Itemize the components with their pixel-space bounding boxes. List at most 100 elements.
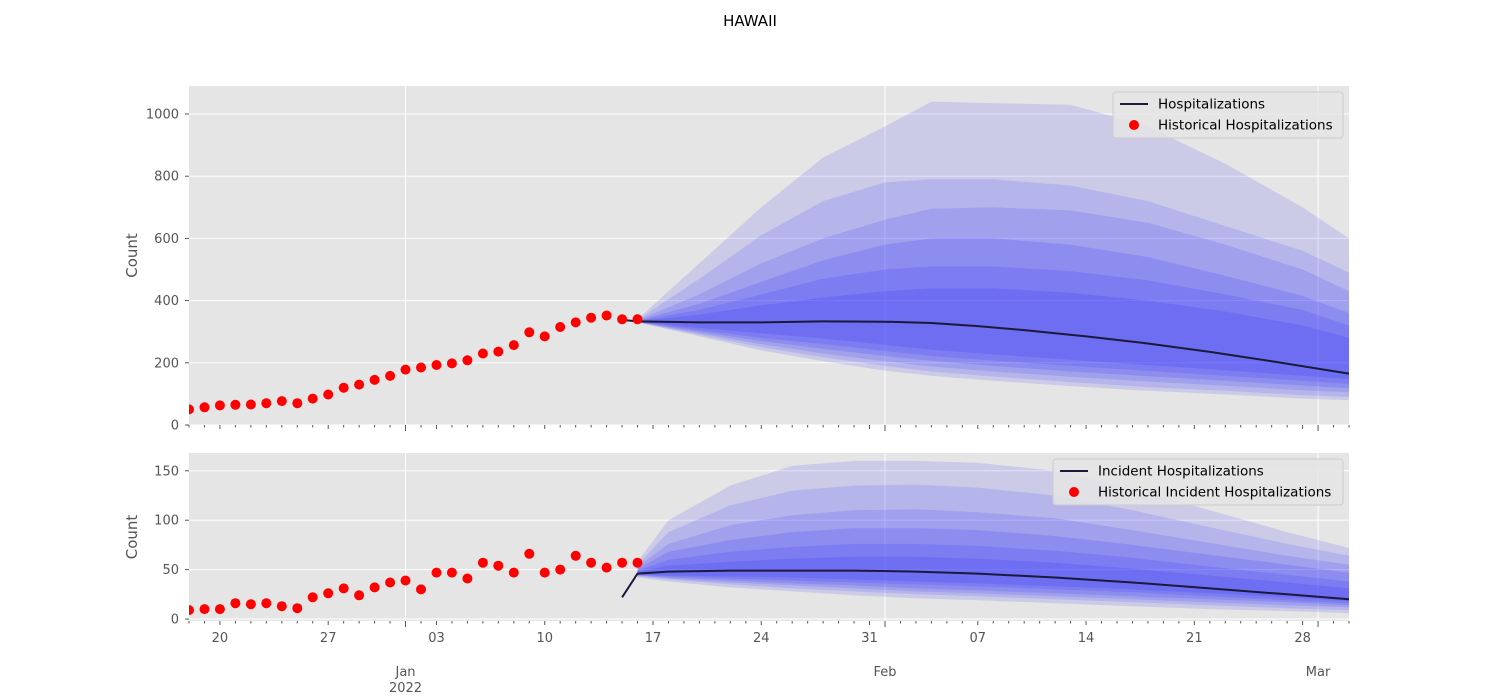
historical-point [400, 364, 411, 375]
legend-label: Incident Hospitalizations [1098, 464, 1264, 480]
historical-point [524, 327, 535, 338]
historical-point [354, 379, 365, 390]
historical-point [477, 557, 488, 568]
legend-label: Historical Hospitalizations [1158, 118, 1333, 134]
median-line [621, 569, 1349, 601]
historical-point [276, 396, 287, 407]
historical-point [431, 360, 442, 370]
historical-point [555, 322, 566, 332]
x-tick-label: 03 [428, 631, 445, 646]
uncertainty-band-6 [637, 288, 1349, 380]
historical-point [539, 331, 550, 342]
historical-point [524, 548, 535, 559]
x-tick-label: 21 [1186, 631, 1203, 646]
historical-point [276, 601, 287, 612]
uncertainty-band-2 [637, 179, 1349, 397]
panel-hospitalizations: 0 200 400 600 800 1000 Count Hospitalizations Hi… [123, 86, 1350, 434]
historical-point [307, 393, 318, 404]
historical-point [245, 399, 256, 410]
legend-label: Hospitalizations [1158, 97, 1265, 113]
y-axis-label: Count [123, 515, 141, 560]
y-tick-label: 800 [154, 170, 179, 185]
uncertainty-band-5 [637, 266, 1349, 384]
historical-point [617, 557, 628, 568]
legend-marker-swatch [1129, 120, 1139, 130]
uncertainty-band-1 [637, 460, 1349, 614]
historical-point [385, 370, 396, 381]
historical-point [617, 314, 628, 325]
historical-point [292, 603, 303, 614]
historical-point [570, 317, 581, 328]
historical-point [570, 550, 581, 561]
historical-point [493, 560, 504, 571]
x-tick-label: 24 [753, 631, 770, 646]
x-month-label: Feb [873, 665, 896, 680]
y-tick-label: 400 [154, 294, 179, 309]
historical-point [261, 598, 272, 609]
plot-area-top [189, 86, 1349, 425]
data-layer [189, 460, 1349, 616]
figure-title: HAWAII [723, 12, 777, 30]
historical-point [508, 340, 519, 351]
historical-point [586, 557, 597, 568]
historical-point [354, 590, 365, 601]
historical-point [245, 599, 256, 610]
historical-point [338, 382, 349, 393]
historical-point [323, 588, 334, 599]
legend: Incident Hospitalizations Historical Inci… [1052, 458, 1344, 506]
historical-point [230, 598, 241, 609]
historical-point [307, 592, 318, 603]
y-tick-label: 600 [154, 232, 179, 247]
historical-point [462, 573, 473, 584]
historical-point [385, 577, 396, 588]
historical-point [601, 310, 612, 321]
historical-point [189, 605, 194, 616]
historical-point [230, 399, 241, 410]
y-tick-label: 150 [154, 464, 179, 479]
historical-point [214, 400, 225, 411]
historical-point [199, 604, 210, 615]
x-tick-label: 17 [645, 631, 662, 646]
x-tick-label: 31 [861, 631, 878, 646]
historical-point [261, 398, 272, 409]
historical-point [369, 374, 380, 385]
historical-point [462, 355, 473, 366]
median-line [622, 318, 1349, 375]
legend-label: Historical Incident Hospitalizations [1098, 485, 1331, 501]
uncertainty-band-1 [637, 101, 1349, 401]
historical-point [199, 402, 210, 413]
historical-point [586, 312, 597, 323]
historical-point [431, 567, 442, 578]
historical-point [416, 584, 426, 595]
historical-point [214, 604, 225, 615]
historical-point [323, 389, 334, 400]
historical-point [539, 567, 550, 578]
uncertainty-band-6 [637, 556, 1349, 602]
x-month-label: Jan [395, 665, 416, 680]
panel-incident-hospitalizations: 0 50 100 150 Count Incident Hospitalizations H… [123, 453, 1350, 628]
historical-point [508, 567, 519, 578]
legend: Hospitalizations Historical Hospitalizati… [1112, 91, 1344, 139]
historical-point [477, 348, 488, 359]
historical-point [416, 362, 426, 373]
legend-box [1112, 91, 1344, 139]
uncertainty-band-2 [637, 484, 1349, 611]
y-tick-label: 200 [154, 356, 179, 371]
y-tick-label: 100 [154, 514, 179, 529]
historical-point [369, 582, 380, 593]
y-tick-label: 1000 [146, 107, 179, 122]
x-tick-label: 07 [970, 631, 987, 646]
historical-point [292, 398, 303, 409]
y-axis-label: Count [123, 233, 141, 278]
legend-box [1052, 458, 1344, 506]
historical-point [446, 358, 457, 369]
historical-point [400, 575, 411, 586]
historical-point [632, 557, 643, 568]
uncertainty-band-4 [637, 238, 1349, 389]
legend-marker-swatch [1069, 487, 1079, 497]
y-tick-label: 50 [162, 563, 179, 578]
x-tick-label: 27 [320, 631, 337, 646]
x-tick-label: 14 [1078, 631, 1095, 646]
